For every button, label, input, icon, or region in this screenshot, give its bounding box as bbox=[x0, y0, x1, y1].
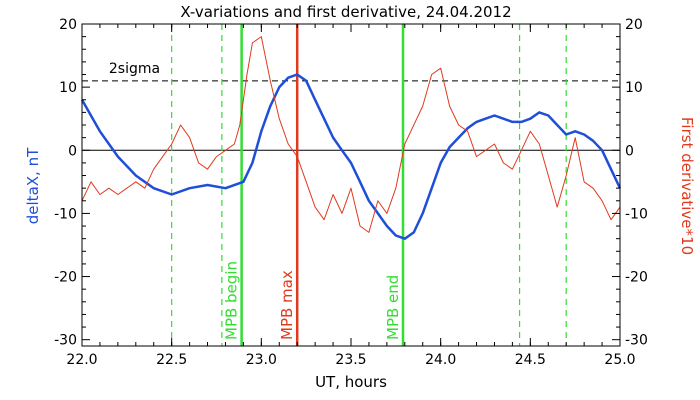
y-axis-left-title: deltaX, nT bbox=[24, 147, 42, 224]
y-right-tick-label: -20 bbox=[625, 270, 648, 286]
y-left-tick-label: -10 bbox=[54, 206, 77, 222]
y-left-tick-label: -20 bbox=[54, 270, 77, 286]
y-right-tick-label: 20 bbox=[625, 17, 643, 33]
x-tick-label: 25.0 bbox=[604, 352, 635, 368]
y-axis-right-title: First derivative*10 bbox=[678, 117, 696, 255]
x-tick-label: 22.5 bbox=[156, 352, 187, 368]
x-tick-label: 23.0 bbox=[246, 352, 277, 368]
chart-title: X-variations and first derivative, 24.04… bbox=[180, 3, 511, 21]
x-tick-label: 24.0 bbox=[425, 352, 456, 368]
x-tick-label: 24.5 bbox=[515, 352, 546, 368]
y-right-tick-label: -30 bbox=[625, 333, 648, 349]
series-derivative bbox=[81, 36, 621, 233]
x-axis-title: UT, hours bbox=[315, 373, 387, 391]
marker-label-mpb-max: MPB max bbox=[278, 270, 296, 340]
y-right-tick-label: -10 bbox=[625, 206, 648, 222]
series-deltaX bbox=[80, 73, 622, 240]
y-right-tick-label: 10 bbox=[625, 80, 643, 96]
x-tick-label: 23.5 bbox=[335, 352, 366, 368]
plot-frame bbox=[81, 23, 621, 347]
y-left-tick-label: 20 bbox=[59, 17, 77, 33]
sigma-label: 2sigma bbox=[109, 61, 160, 77]
plot-area: 2sigma MPB begin MPB max MPB end 22.0 22.5 23.… bbox=[54, 17, 648, 368]
marker-label-mpb-end: MPB end bbox=[384, 275, 402, 340]
y-left-tick-label: 0 bbox=[68, 143, 77, 159]
y-left-tick-label: -30 bbox=[54, 333, 77, 349]
y-left-tick-label: 10 bbox=[59, 80, 77, 96]
x-tick-label: 22.0 bbox=[66, 352, 97, 368]
marker-label-mpb-begin: MPB begin bbox=[223, 261, 241, 340]
y-right-tick-label: 0 bbox=[625, 143, 634, 159]
